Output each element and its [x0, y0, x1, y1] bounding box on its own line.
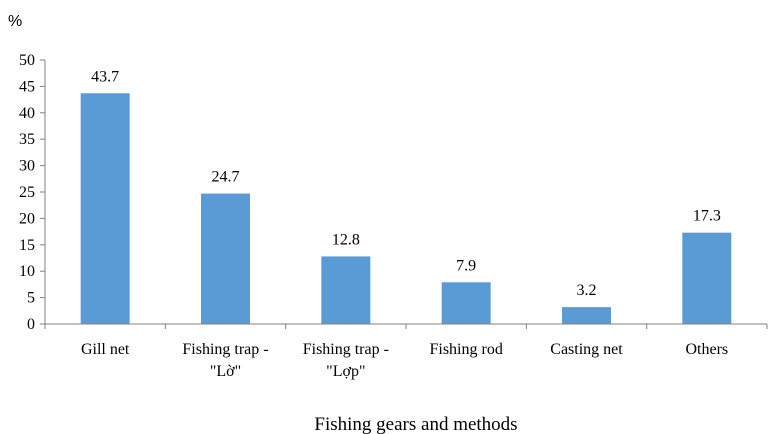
- x-tick-label: Others: [686, 341, 729, 358]
- data-label: 24.7: [212, 169, 240, 186]
- y-tick-label: 5: [27, 290, 35, 307]
- y-tick-label: 50: [19, 52, 35, 69]
- data-label: 17.3: [693, 208, 721, 225]
- y-tick-label: 30: [19, 158, 35, 175]
- x-axis-label: Fishing gears and methods: [314, 414, 517, 434]
- bar: [321, 256, 371, 324]
- y-tick-label: 0: [27, 316, 35, 333]
- bars: [80, 93, 732, 324]
- x-tick-label: Fishing rod: [429, 341, 502, 358]
- y-tick-label: 10: [19, 263, 35, 280]
- x-tick-label: Fishing trap -"Lợp": [303, 341, 389, 380]
- data-labels: 43.7 24.7 12.8 7.9 3.2 17.3: [91, 68, 721, 299]
- y-tick-label: 20: [19, 210, 35, 227]
- x-tick-label: Casting net: [550, 341, 623, 358]
- data-label: 3.2: [577, 282, 597, 299]
- data-label: 43.7: [91, 68, 119, 85]
- bar: [682, 232, 732, 324]
- data-label: 12.8: [332, 231, 360, 248]
- bar: [80, 93, 130, 324]
- bar: [562, 307, 611, 324]
- y-axis: 0 5 10 15 20 25 30 35 40 45 50: [19, 52, 46, 333]
- bar: [441, 282, 491, 324]
- x-tick-label: Gill net: [81, 341, 130, 358]
- y-tick-label: 40: [19, 105, 35, 122]
- x-tick-label: Fishing trap -"Lờ": [182, 341, 268, 380]
- bar: [201, 193, 250, 324]
- y-tick-label: 35: [19, 131, 35, 148]
- y-tick-label: 45: [19, 78, 35, 95]
- x-axis: Gill net Fishing trap -"Lờ" Fishing trap -…: [44, 323, 768, 380]
- data-label: 7.9: [456, 257, 476, 274]
- y-tick-label: 15: [19, 237, 35, 254]
- y-tick-label: 25: [19, 184, 35, 201]
- y-axis-label: %: [8, 13, 22, 30]
